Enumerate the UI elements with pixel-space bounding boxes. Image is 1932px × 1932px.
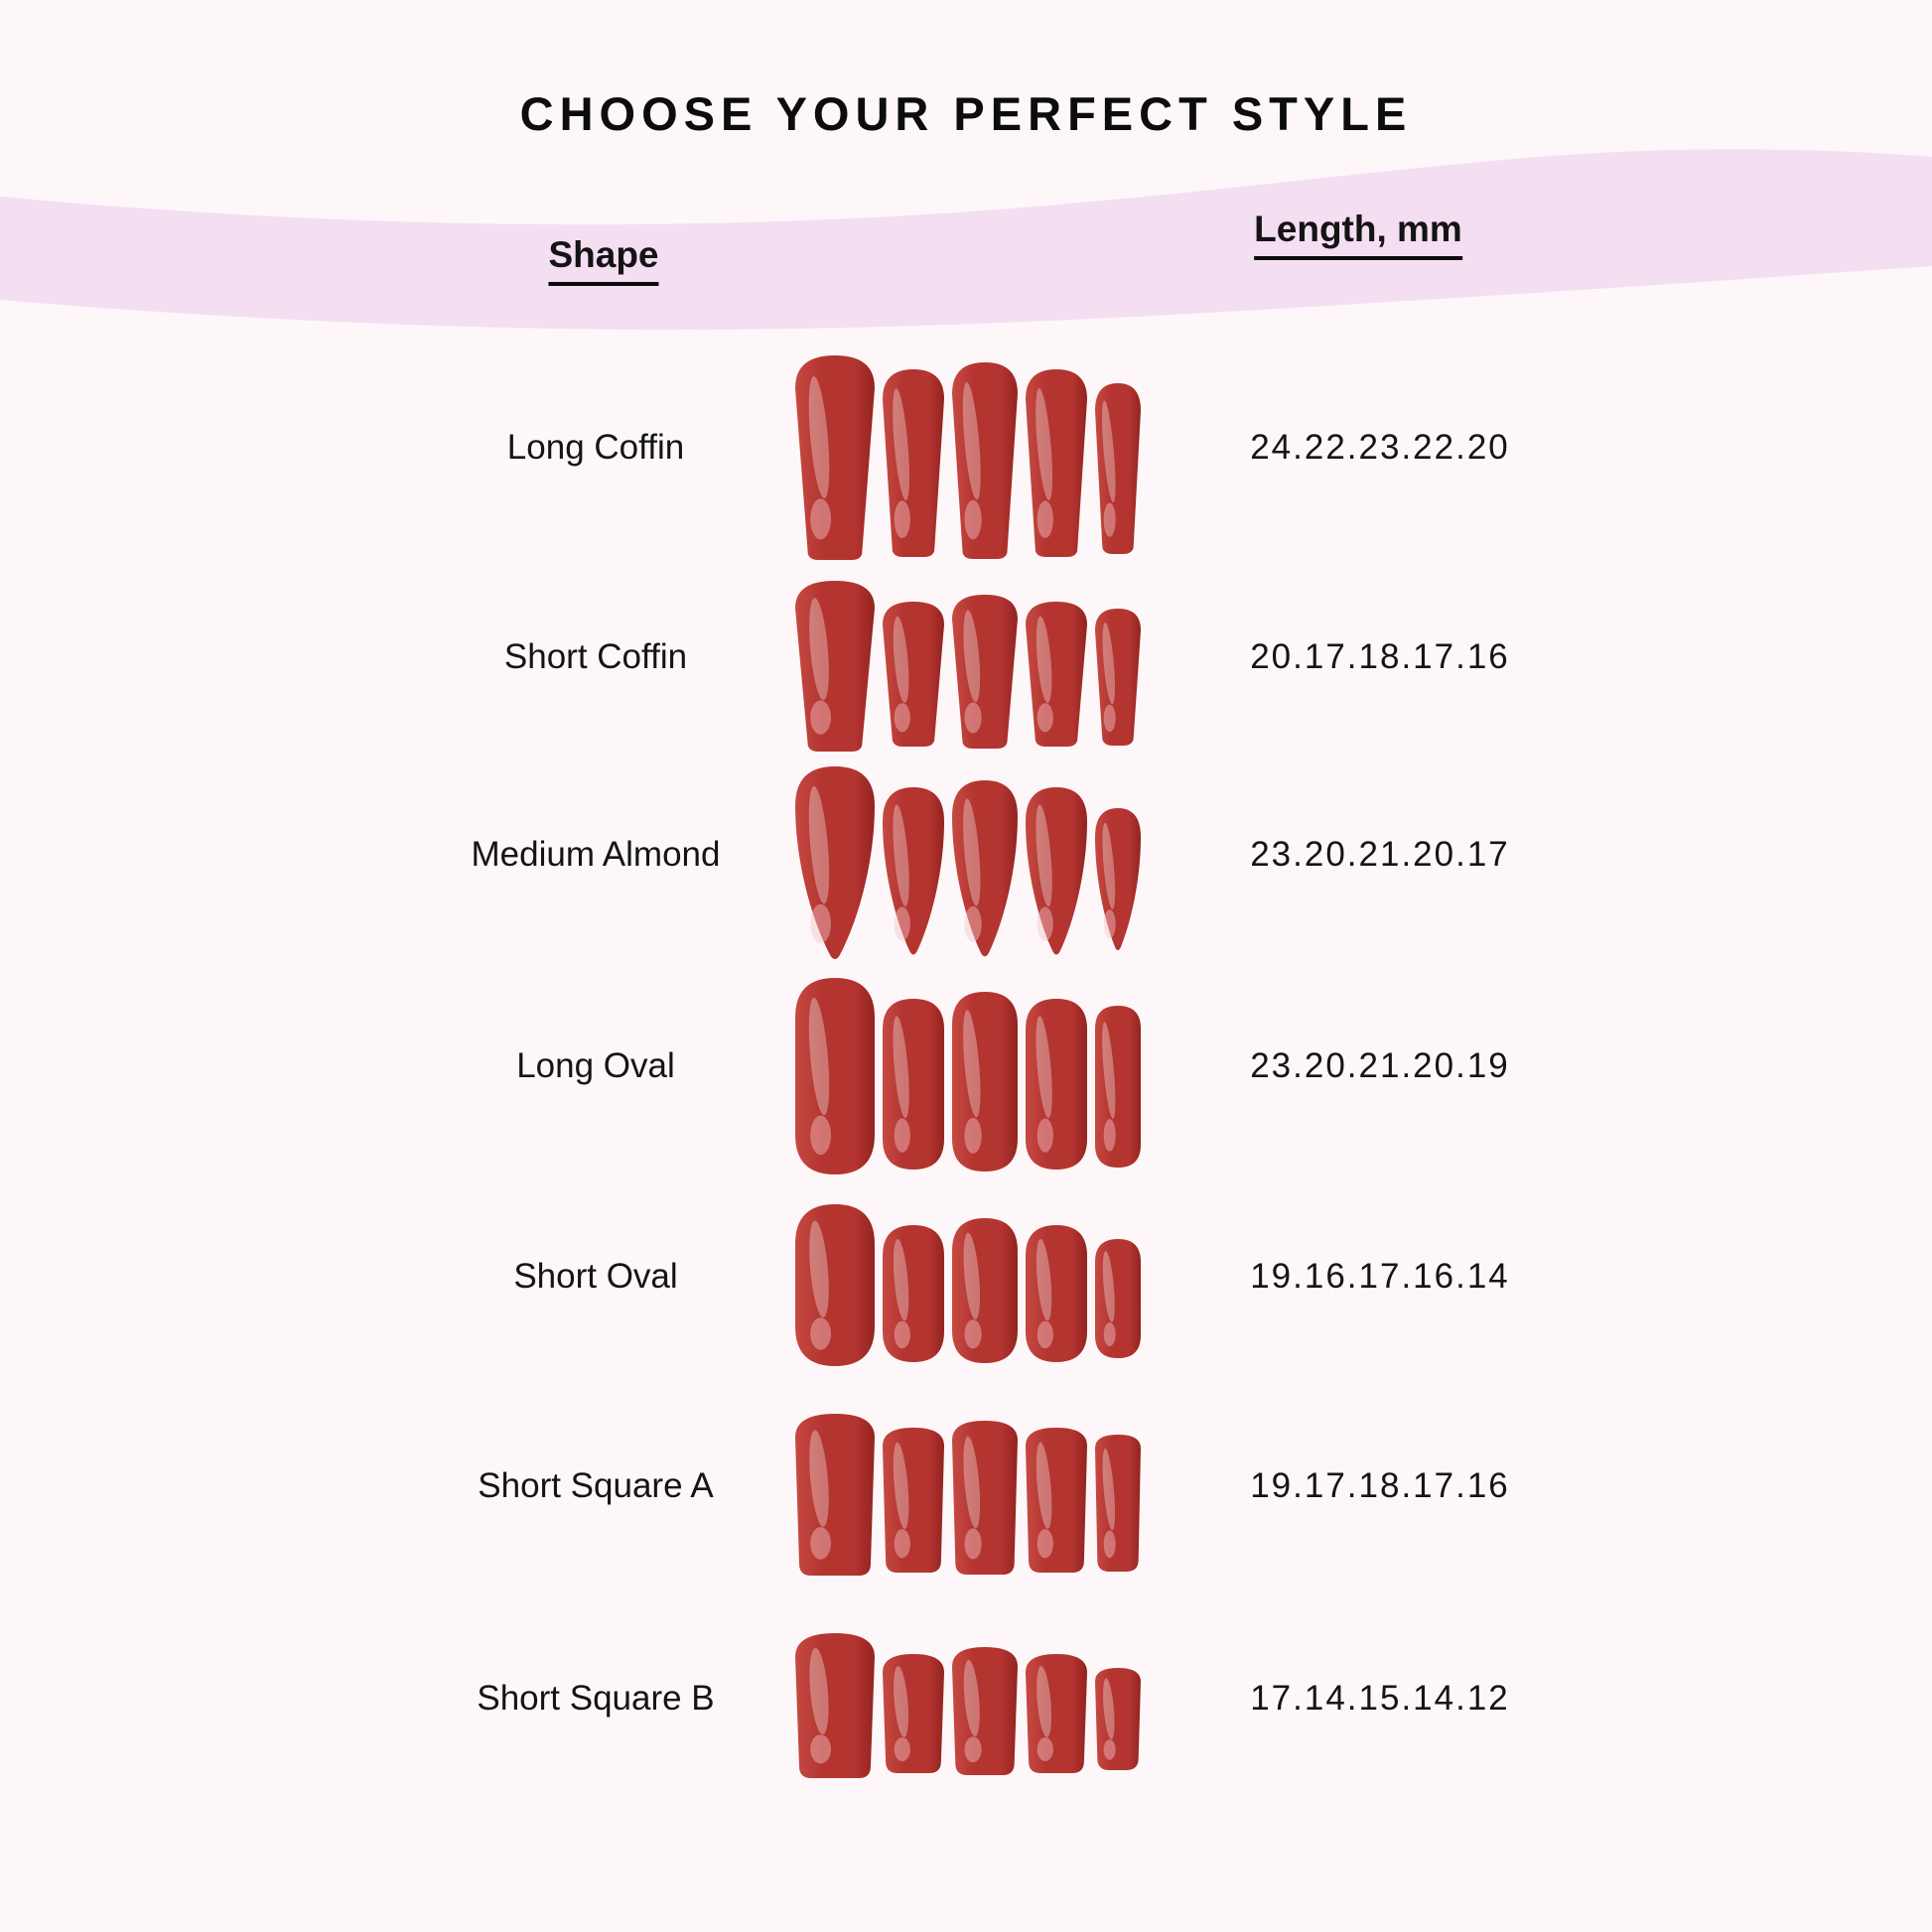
length-values: 24.22.23.22.20 <box>1250 428 1510 467</box>
shape-label: Short Square A <box>478 1466 714 1505</box>
nail-shape <box>952 992 1018 1172</box>
shape-label: Short Coffin <box>503 637 688 676</box>
nail-shape <box>883 1428 944 1573</box>
nail-shape <box>1026 999 1087 1170</box>
shape-label: Long Oval <box>516 1046 675 1085</box>
nail-shape <box>1095 1668 1141 1770</box>
nail-shape <box>952 1421 1018 1575</box>
nail-set-image <box>795 1414 1141 1576</box>
shape-label: Short Oval <box>513 1257 678 1296</box>
nail-shape <box>952 1218 1018 1363</box>
shape-label: Medium Almond <box>471 835 721 874</box>
nail-shape <box>1026 787 1087 955</box>
nail-shape <box>795 766 875 960</box>
nail-set-image <box>795 1633 1141 1778</box>
length-values: 20.17.18.17.16 <box>1250 637 1510 676</box>
style-row: Long Coffin 24.22.23.22.20 <box>0 355 1932 566</box>
nail-set-image <box>795 581 1141 752</box>
nail-shape <box>1026 1654 1087 1773</box>
nail-set-image <box>795 355 1141 560</box>
nail-shape <box>883 602 944 747</box>
style-row: Short Oval 19.16.17.16.14 <box>0 1204 1932 1372</box>
nail-set-image <box>795 766 1141 960</box>
nail-shape <box>1026 1225 1087 1362</box>
nail-shape <box>795 1204 875 1366</box>
nail-shape <box>1095 1006 1141 1168</box>
nail-shape <box>1026 602 1087 747</box>
length-values: 19.17.18.17.16 <box>1250 1466 1510 1505</box>
style-row: Long Oval 23.20.21.20.19 <box>0 978 1932 1180</box>
nail-shape <box>952 362 1018 559</box>
nail-shape <box>883 1225 944 1362</box>
wave-band <box>0 149 1932 331</box>
style-row: Short Square A 19.17.18.17.16 <box>0 1414 1932 1582</box>
length-values: 23.20.21.20.17 <box>1250 835 1510 874</box>
nail-shape <box>795 978 875 1174</box>
nail-shape <box>795 581 875 752</box>
nail-shape <box>883 1654 944 1773</box>
nail-shape <box>1095 383 1141 554</box>
style-row: Short Coffin 20.17.18.17.16 <box>0 581 1932 758</box>
nail-shape <box>952 1647 1018 1775</box>
style-row: Short Square B 17.14.15.14.12 <box>0 1633 1932 1784</box>
nail-shape <box>795 1633 875 1778</box>
nail-set-image <box>795 1204 1141 1366</box>
nail-shape <box>883 787 944 955</box>
shape-label: Long Coffin <box>506 428 685 467</box>
nail-shape <box>1095 609 1141 746</box>
nail-shape <box>883 369 944 557</box>
nail-shape <box>795 355 875 560</box>
nail-shape <box>883 999 944 1170</box>
nail-shape <box>1095 1435 1141 1572</box>
nail-shape <box>1095 808 1141 951</box>
column-header-length: Length, mm <box>1254 208 1462 260</box>
page-title: CHOOSE YOUR PERFECT STYLE <box>519 87 1413 141</box>
nail-shape <box>795 1414 875 1576</box>
nail-shape <box>1095 1239 1141 1358</box>
nail-shape <box>952 595 1018 749</box>
length-values: 19.16.17.16.14 <box>1250 1257 1510 1296</box>
nail-set-image <box>795 978 1141 1174</box>
style-row: Medium Almond 23.20.21.20.17 <box>0 766 1932 969</box>
length-values: 23.20.21.20.19 <box>1250 1046 1510 1085</box>
nail-shape <box>952 780 1018 957</box>
length-values: 17.14.15.14.12 <box>1250 1679 1510 1718</box>
column-header-shape: Shape <box>548 234 659 286</box>
nail-shape <box>1026 369 1087 557</box>
nail-shape <box>1026 1428 1087 1573</box>
shape-label: Short Square B <box>477 1679 715 1718</box>
